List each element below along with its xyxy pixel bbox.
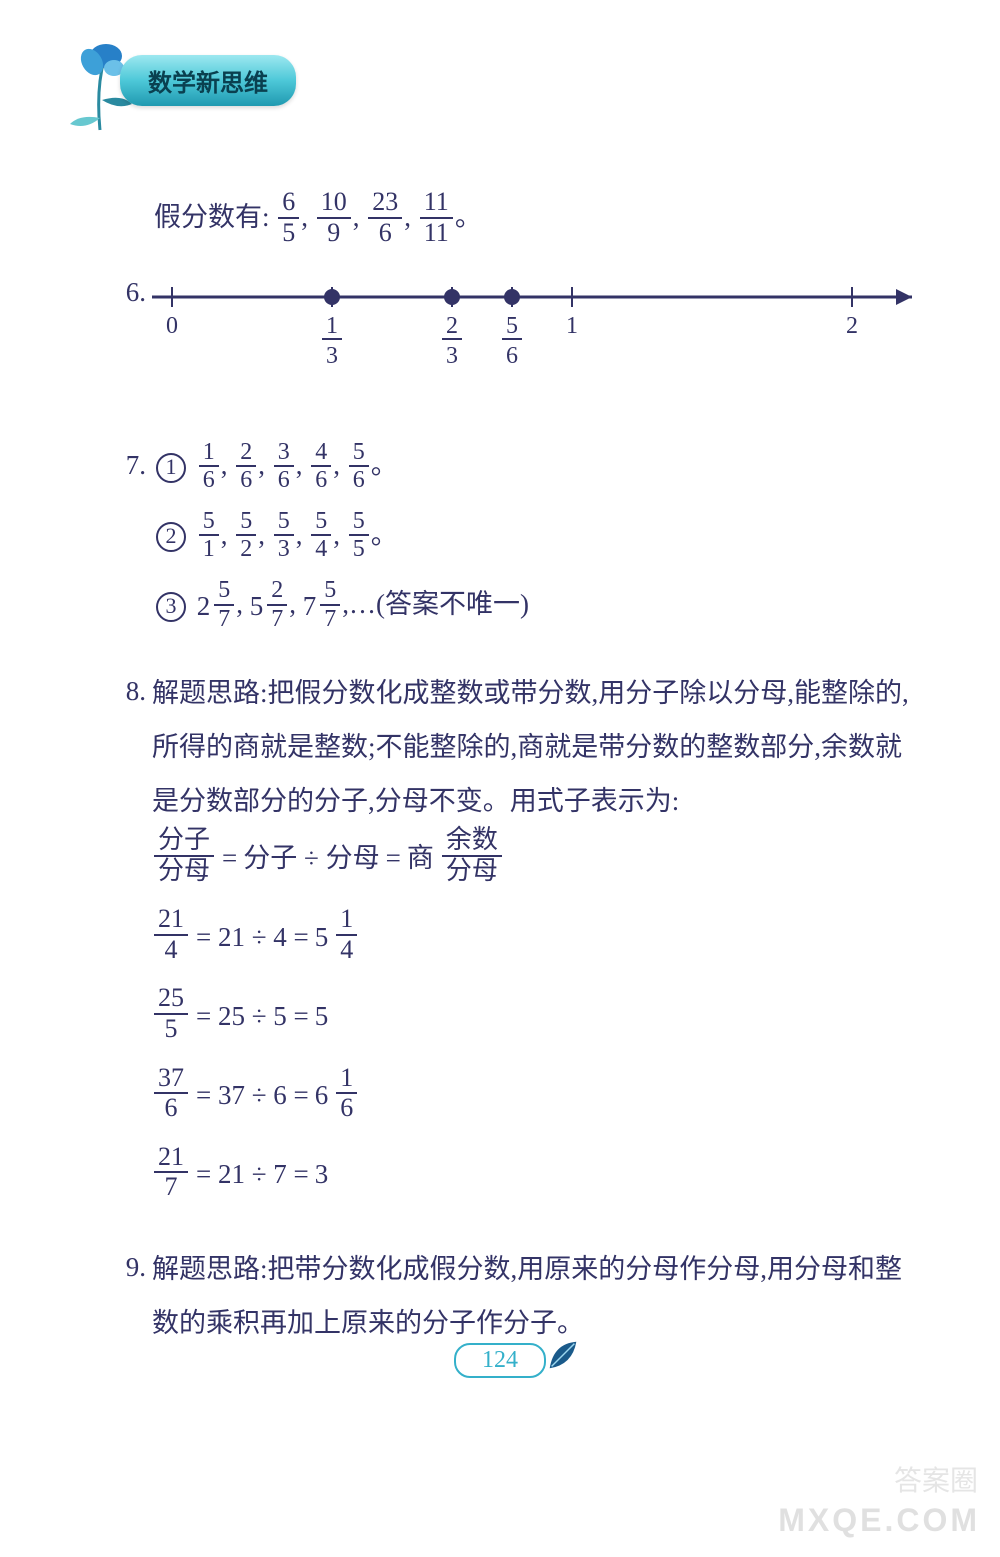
q8-text: 解题思路:把假分数化成整数或带分数,用分子除以分母,能整除的,所得的商就是整数;…: [152, 666, 920, 828]
q8-formula: 分子分母 = 分子 ÷ 分母 = 商余数分母: [152, 828, 920, 887]
q7-part3: 3 257, 527, 757,…(答案不唯一): [156, 579, 920, 634]
q8-eq-line: 255 = 25 ÷ 5 = 5: [152, 986, 920, 1045]
number-line: 0 1 3 2 3 5 6 1 2: [152, 277, 932, 377]
q8: 8. 解题思路:把假分数化成整数或带分数,用分子除以分母,能整除的,所得的商就是…: [100, 666, 920, 1224]
q7-part1: 1 16, 26, 36, 46, 56。: [156, 440, 920, 495]
q8-num: 8.: [100, 666, 152, 717]
q9: 9. 解题思路:把带分数化成假分数,用原来的分母作分母,用分母和整数的乘积再加上…: [100, 1242, 920, 1350]
intro-label: 假分数有:: [154, 202, 270, 232]
content-body: 假分数有: 65, 109, 236, 1111。 6. 0 1 3 2 3 5 6 1 2 7…: [100, 190, 920, 1350]
intro-line: 假分数有: 65, 109, 236, 1111。: [154, 190, 920, 249]
svg-text:1: 1: [566, 313, 578, 339]
leaf-decoration: [544, 1336, 582, 1374]
q8-equations: 214 = 21 ÷ 4 = 5 14 255 = 25 ÷ 5 = 5 376 =…: [152, 907, 920, 1204]
svg-text:2: 2: [846, 313, 858, 339]
header-title-badge: 数学新思维: [120, 55, 296, 106]
q7-part2: 2 51, 52, 53, 54, 55。: [156, 510, 920, 565]
q7-num: 7.: [100, 440, 152, 491]
svg-text:1: 1: [326, 313, 338, 339]
q9-num: 9.: [100, 1242, 152, 1293]
q7: 7. 1 16, 26, 36, 46, 56。 2 51, 52, 53, 5…: [100, 440, 920, 648]
circled-2: 2: [156, 522, 186, 552]
watermark-bottom: MXQE.COM: [778, 1502, 980, 1539]
q6-num: 6.: [100, 267, 152, 318]
intro-frac-0: 65: [278, 188, 299, 247]
circled-3: 3: [156, 592, 186, 622]
circled-1: 1: [156, 453, 186, 483]
q8-eq-line: 376 = 37 ÷ 6 = 6 16: [152, 1066, 920, 1125]
svg-text:0: 0: [166, 313, 178, 339]
svg-text:5: 5: [506, 313, 518, 339]
page-number: 124: [454, 1343, 546, 1378]
q8-eq-line: 214 = 21 ÷ 4 = 5 14: [152, 907, 920, 966]
watermark-top: 答案圈: [894, 1459, 978, 1499]
intro-frac-1: 109: [317, 188, 351, 247]
svg-text:3: 3: [326, 343, 338, 369]
svg-text:3: 3: [446, 343, 458, 369]
intro-frac-2: 236: [368, 188, 402, 247]
q9-text: 解题思路:把带分数化成假分数,用原来的分母作分母,用分母和整数的乘积再加上原来的…: [152, 1242, 920, 1350]
page-number-wrap: 124: [0, 1343, 1000, 1378]
svg-text:2: 2: [446, 313, 458, 339]
q8-eq-line: 217 = 21 ÷ 7 = 3: [152, 1145, 920, 1204]
q6: 6. 0 1 3 2 3 5 6 1 2: [100, 267, 920, 422]
svg-text:6: 6: [506, 343, 518, 369]
intro-frac-3: 1111: [420, 188, 453, 247]
